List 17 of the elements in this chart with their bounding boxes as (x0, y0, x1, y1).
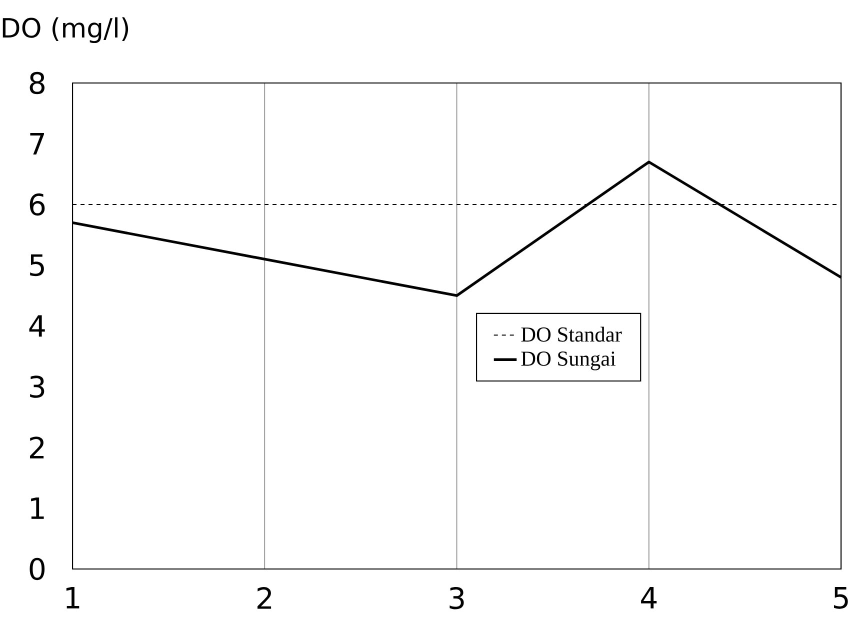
legend-label: DO Standar (521, 326, 622, 342)
y-tick-label: 6 (30, 193, 45, 216)
y-tick-label: 4 (29, 315, 45, 337)
y-tick-label: 5 (30, 254, 44, 276)
x-tick-label: 4 (641, 587, 657, 608)
y-tick-label: 7 (30, 133, 44, 154)
x-tick-label: 2 (257, 587, 272, 609)
y-tick-label: 3 (30, 376, 44, 398)
y-tick-label: 0 (30, 558, 45, 580)
x-tick-label: 5 (834, 587, 848, 609)
y-axis-title: DO (mg/l) (2, 17, 128, 44)
y-tick-label: 2 (30, 436, 44, 458)
y-tick-label: 8 (30, 72, 44, 94)
x-tick-label: 1 (66, 587, 80, 608)
legend-label: DO Sungai (521, 352, 616, 370)
y-tick-label: 1 (31, 498, 44, 519)
x-tick-label: 3 (450, 587, 464, 610)
